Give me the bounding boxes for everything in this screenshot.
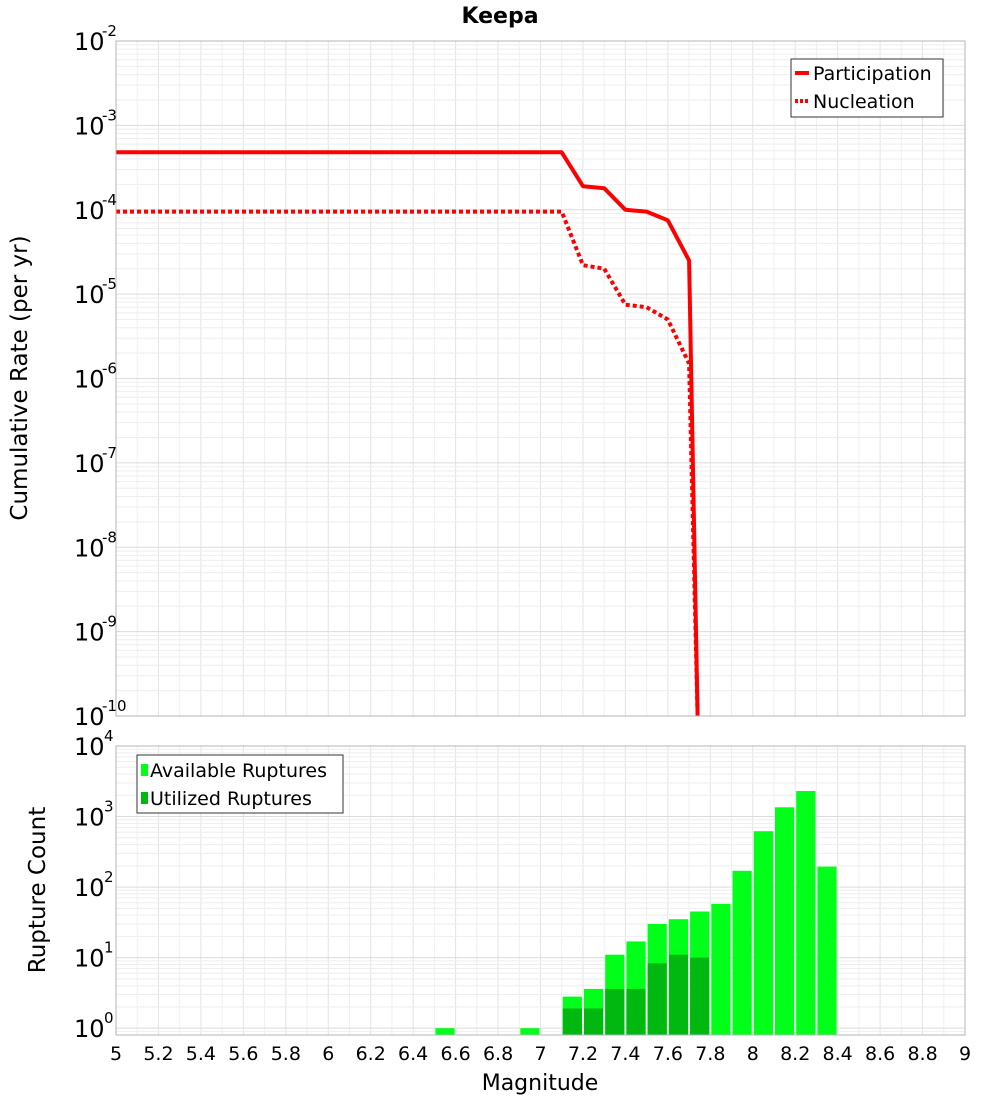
y-tick-label: 10 (74, 281, 105, 309)
y-tick-exponent: 1 (104, 939, 114, 957)
y-tick-exponent: -7 (102, 444, 117, 462)
y-tick-label: 10 (74, 804, 105, 832)
x-tick-label: 7.4 (610, 1043, 640, 1065)
y-tick-exponent: -10 (102, 697, 127, 715)
bottom-plot-frame (115, 745, 966, 1036)
x-tick-label: 6 (322, 1043, 334, 1065)
bottom-legend: Available Ruptures Utilized Ruptures (136, 754, 344, 814)
y-tick-exponent: -2 (102, 22, 117, 40)
x-axis-label: Magnitude (482, 1071, 599, 1096)
y-tick-exponent: 3 (104, 798, 114, 816)
y-tick-label: 10 (74, 619, 105, 647)
y-tick-label: 10 (74, 450, 105, 478)
y-tick-label: 10 (74, 112, 105, 140)
x-tick-label: 7.2 (568, 1043, 598, 1065)
legend-label-available-ruptures: Available Ruptures (150, 760, 327, 782)
bar (668, 954, 689, 1035)
x-tick-label: 7 (534, 1043, 546, 1065)
y-tick-label: 10 (74, 366, 105, 394)
legend-label-nucleation: Nucleation (813, 91, 915, 113)
x-tick-label: 7.6 (653, 1043, 683, 1065)
bottom-y-axis-label: Rupture Count (25, 807, 51, 973)
top-legend-box (790, 58, 944, 118)
bar (753, 831, 773, 1035)
bar (435, 1028, 455, 1035)
x-tick-label: 8.4 (823, 1043, 853, 1065)
y-tick-exponent: -5 (102, 275, 117, 293)
x-tick-label: 5.6 (228, 1043, 258, 1065)
x-tick-label: 9 (959, 1043, 971, 1065)
bar (562, 1008, 582, 1035)
bar (520, 1028, 540, 1035)
y-tick-label: 10 (74, 703, 105, 731)
legend-swatch-available-ruptures (141, 764, 148, 776)
legend-label-participation: Participation (813, 63, 932, 85)
y-tick-exponent: 0 (104, 1009, 114, 1027)
x-tick-label: 8.8 (907, 1043, 937, 1065)
y-tick-exponent: -8 (102, 528, 117, 546)
y-tick-label: 10 (74, 1015, 105, 1043)
y-tick-label: 10 (74, 733, 105, 761)
bar (626, 988, 646, 1035)
x-tick-label: 8.6 (865, 1043, 895, 1065)
legend-label-utilized-ruptures: Utilized Ruptures (150, 788, 312, 810)
bar (584, 1008, 604, 1035)
bar (711, 903, 731, 1035)
y-tick-label: 10 (74, 874, 105, 902)
top-legend: Participation Nucleation (790, 58, 944, 118)
y-tick-exponent: -9 (102, 613, 117, 631)
y-tick-exponent: 2 (104, 868, 114, 886)
bar (605, 988, 625, 1035)
series-line-nucleation (116, 209, 700, 717)
chart-title: Keepa (461, 4, 538, 29)
y-tick-label: 10 (74, 197, 105, 225)
legend-swatch-utilized-ruptures (141, 792, 148, 804)
bar (690, 957, 710, 1035)
y-tick-exponent: -6 (102, 360, 117, 378)
x-tick-label: 5 (110, 1043, 122, 1065)
series-line-participation (116, 150, 700, 717)
x-tick-label: 6.6 (440, 1043, 470, 1065)
top-y-axis-label: Cumulative Rate (per yr) (7, 235, 33, 520)
x-tick-label: 8 (747, 1043, 759, 1065)
x-tick-label: 6.2 (356, 1043, 386, 1065)
bar (732, 870, 752, 1035)
top-grid (115, 41, 966, 717)
bar (647, 963, 667, 1035)
x-tick-label: 7.8 (695, 1043, 725, 1065)
x-tick-label: 5.4 (186, 1043, 216, 1065)
y-tick-exponent: -4 (102, 191, 117, 209)
x-tick-label: 5.8 (271, 1043, 301, 1065)
x-tick-label: 5.2 (143, 1043, 173, 1065)
y-tick-exponent: 4 (104, 727, 114, 745)
y-tick-label: 10 (74, 945, 105, 973)
top-plot-frame (115, 40, 966, 717)
bar-group-utilized-ruptures (562, 954, 710, 1035)
x-tick-label: 8.2 (780, 1043, 810, 1065)
y-tick-exponent: -3 (102, 106, 117, 124)
bottom-legend-box (136, 754, 344, 814)
y-tick-label: 10 (74, 534, 105, 562)
x-tick-label: 6.4 (398, 1043, 428, 1065)
bar (775, 807, 795, 1035)
y-tick-label: 10 (74, 28, 105, 56)
bar (796, 791, 816, 1035)
bar (817, 866, 837, 1035)
x-tick-label: 6.8 (483, 1043, 513, 1065)
